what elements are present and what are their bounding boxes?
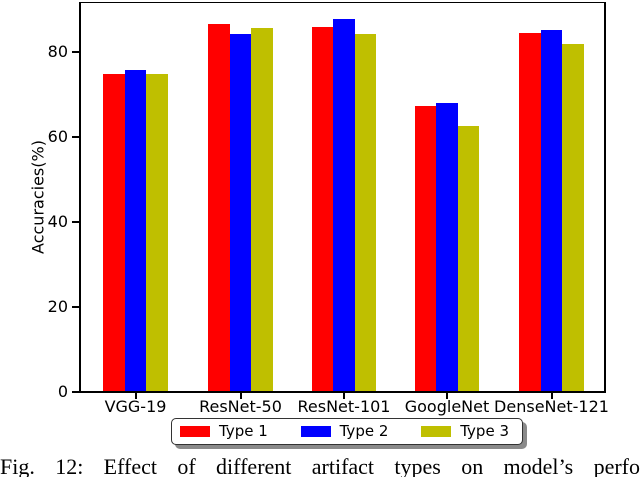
bar-googlenet-type-2	[436, 103, 458, 392]
bar-densenet-121-type-1	[519, 32, 541, 392]
x-tick-label: VGG-19	[104, 397, 167, 416]
bar-resnet-50-type-3	[251, 27, 273, 392]
x-tick	[343, 393, 345, 399]
y-tick	[72, 306, 79, 308]
bar-densenet-121-type-2	[540, 29, 563, 392]
bar-googlenet-type-3	[457, 126, 480, 392]
x-tick	[134, 393, 137, 399]
bar-resnet-101-type-2	[333, 18, 355, 392]
x-tick-label: DenseNet-121	[494, 397, 609, 416]
bar-densenet-121-type-3	[562, 43, 584, 392]
legend-item-type-1: Type 1	[180, 424, 268, 439]
bar-googlenet-type-1	[414, 105, 437, 392]
legend-label-type-2: Type 2	[339, 422, 389, 440]
y-tick-label: 40	[47, 212, 68, 231]
y-tick	[72, 51, 79, 53]
bar-vgg-19-type-1	[103, 74, 125, 392]
figure-caption: Fig. 12: Effect of different artifact ty…	[0, 454, 640, 477]
bar-resnet-50-type-2	[229, 33, 252, 392]
x-tick-label: ResNet-50	[199, 397, 282, 416]
y-tick-label: 0	[57, 382, 68, 401]
legend-swatch-type-1	[180, 426, 210, 437]
bar-vgg-19-type-3	[146, 74, 168, 392]
x-tick	[446, 393, 448, 399]
y-tick-label: 20	[47, 297, 68, 316]
legend-label-type-3: Type 3	[460, 422, 509, 440]
y-tick	[72, 221, 79, 223]
x-tick	[550, 393, 553, 399]
bar-vgg-19-type-2	[124, 69, 147, 392]
legend: Type 1 Type 2 Type 3	[171, 418, 523, 445]
legend-swatch-type-2	[300, 426, 331, 437]
legend-item-type-3: Type 3	[421, 424, 509, 439]
legend-swatch-type-3	[421, 426, 452, 437]
x-tick-label: ResNet-101	[297, 397, 391, 416]
bar-resnet-50-type-1	[208, 24, 230, 392]
x-tick-label: GoogleNet	[404, 397, 490, 416]
y-tick-label: 60	[47, 127, 68, 146]
y-tick	[72, 391, 79, 393]
legend-label-type-1: Type 1	[219, 422, 268, 440]
bar-resnet-101-type-1	[311, 26, 334, 392]
legend-item-type-2: Type 2	[300, 422, 389, 440]
y-tick	[72, 136, 79, 138]
y-tick-label: 80	[47, 42, 68, 61]
bar-resnet-101-type-3	[354, 33, 377, 392]
x-tick	[239, 393, 242, 399]
